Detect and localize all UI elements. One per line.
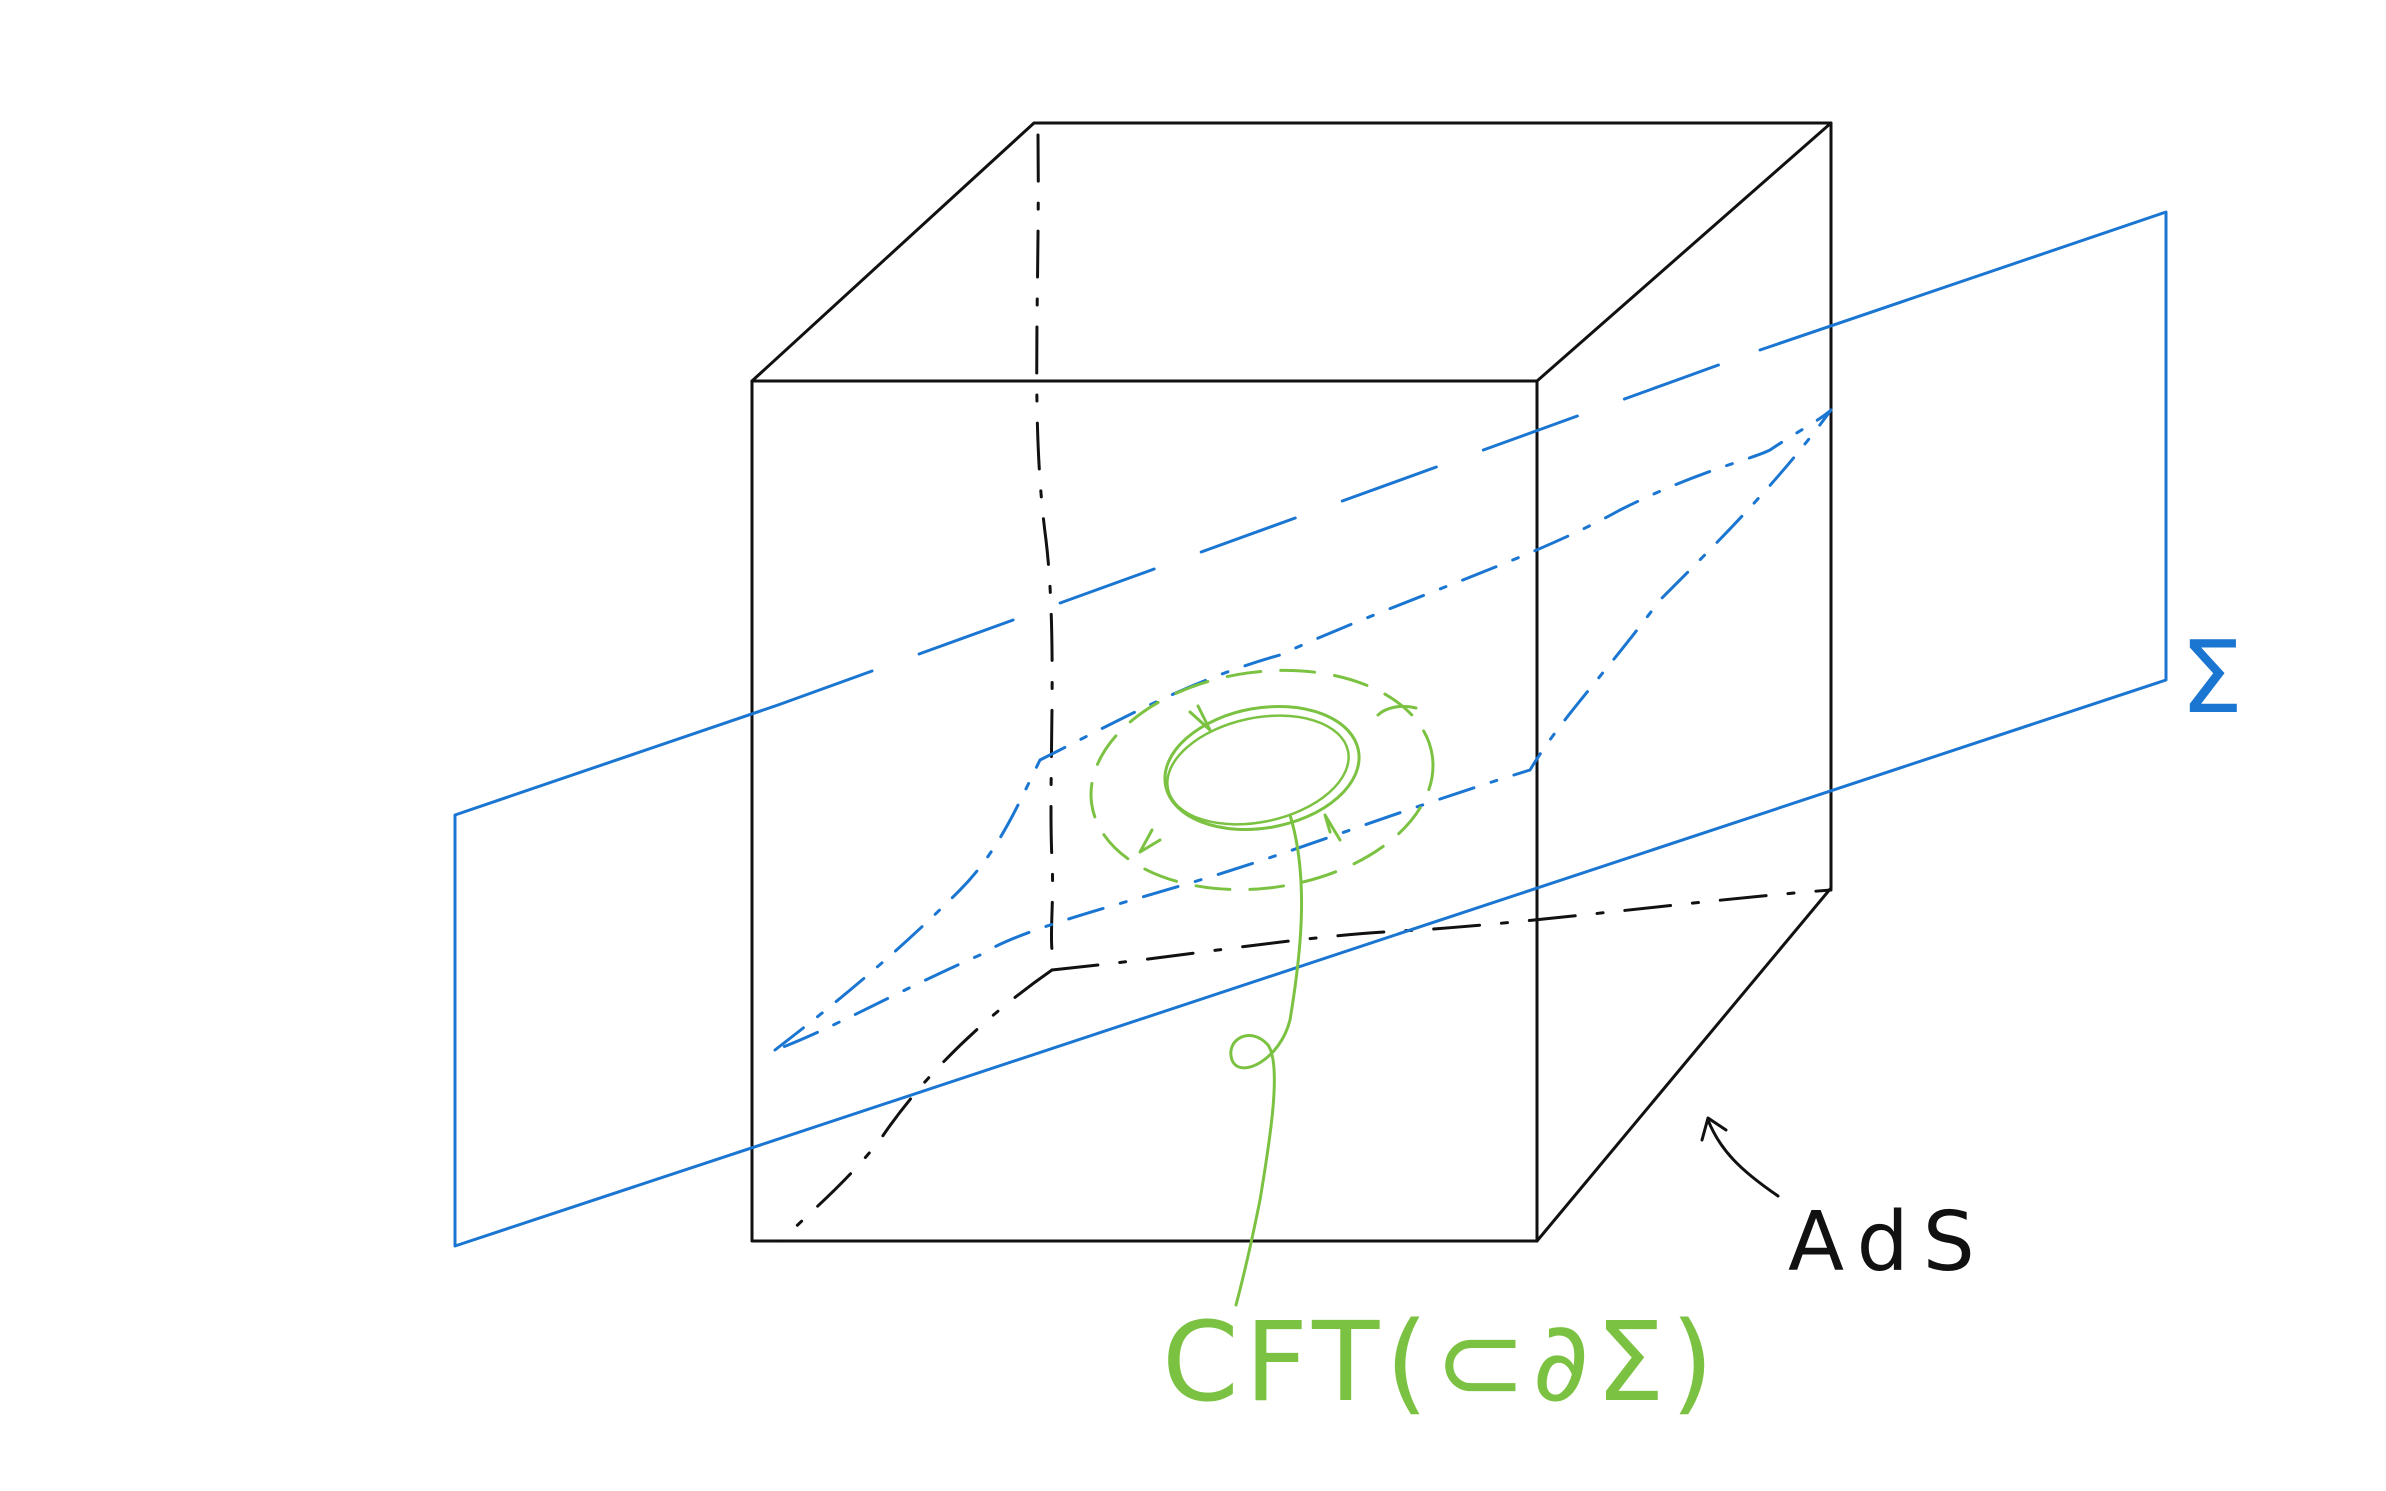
cube-front-face	[750, 379, 1539, 1243]
sigma-plane	[453, 210, 2168, 1248]
cube-bottom-right-edge	[1535, 886, 1833, 1243]
cft-dashed-flow-loop	[1089, 668, 1435, 892]
cube-hidden-depth-edge	[780, 968, 1054, 1243]
cft-region	[1089, 668, 1435, 1307]
cft-flow-arrow-left	[1138, 828, 1162, 854]
sigma-plane-cube-intersection	[773, 408, 1833, 1052]
ads-cube	[750, 121, 1833, 1243]
cube-hidden-vertical-edge	[1035, 133, 1055, 952]
cft-flow-arrow-top	[1188, 704, 1212, 732]
cube-hidden-bottom-edge	[1050, 888, 1833, 972]
cube-top-edges	[750, 121, 1833, 383]
cft-flow-arrow-right	[1323, 813, 1342, 842]
ads-pointer-line	[1706, 1118, 1780, 1198]
cft-inner-loop	[1163, 705, 1361, 831]
cft-flow-arrow-upper-right	[1376, 704, 1418, 717]
cft-label: CFT(⊂∂Σ)	[1162, 1298, 1720, 1426]
sigma-plane-front-edge	[453, 210, 2168, 1248]
ads-label: AdS	[1788, 1195, 1989, 1290]
cft-pointer-line	[1229, 813, 1304, 1307]
ads-pointer	[1700, 1116, 1780, 1198]
cft-inner-loop-2	[1166, 714, 1350, 826]
ads-pointer-head	[1700, 1116, 1728, 1142]
sigma-plane-hidden-edge	[776, 348, 1762, 707]
sigma-label: Σ	[2180, 619, 2243, 736]
